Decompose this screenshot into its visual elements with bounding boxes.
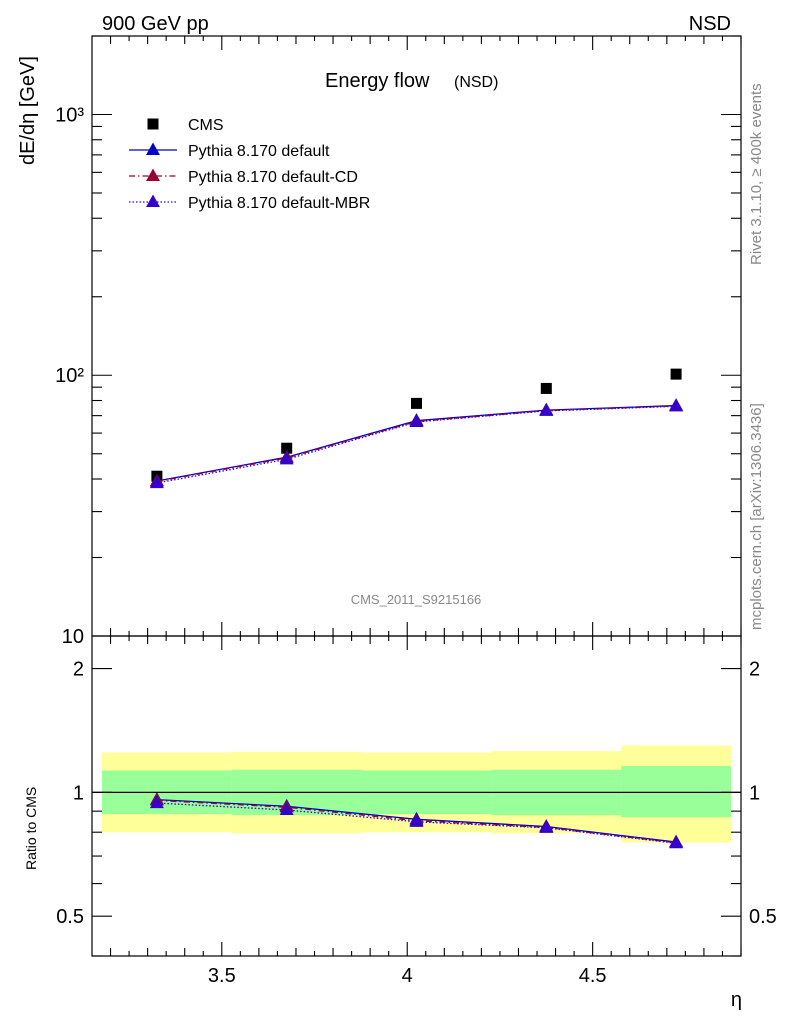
ratio-triangle-marker-2	[669, 835, 684, 849]
main-y-tick-label: 10³	[55, 104, 84, 126]
ratio-uncertainty-bands	[92, 745, 741, 843]
legend-entry-label: Pythia 8.170 default-CD	[188, 169, 358, 186]
ratio-band-inner	[621, 765, 731, 818]
main-plot-layer	[149, 368, 684, 489]
ratio-y-axis-label: Ratio to CMS	[23, 787, 39, 870]
x-tick-label: 4	[402, 965, 413, 987]
cms-data-point	[670, 368, 682, 380]
legend: CMS Pythia 8.170 default Pythia 8.170 defa…	[129, 117, 370, 212]
ratio-triangle-marker-2	[149, 795, 164, 809]
x-tick-label: 4.5	[579, 965, 607, 987]
ratio-plot-layer	[149, 792, 684, 849]
rivet-version-label: Rivet 3.1.10, ≥ 400k events	[748, 83, 765, 265]
main-y-tick-label: 10²	[55, 365, 84, 387]
mcplots-credit-label: mcplots.cern.ch [arXiv:1306.3436]	[748, 403, 765, 630]
ratio-y-tick-label-left: 0.5	[56, 906, 84, 928]
main-y-axis-label: dE/dη [GeV]	[17, 56, 39, 165]
ratio-triangle-marker-2	[539, 820, 554, 833]
mc-triangle-marker-3	[279, 451, 294, 465]
mc-triangle-marker-3	[149, 475, 164, 489]
ratio-triangle-marker-2	[279, 802, 294, 816]
axes-frames: 10 10² 10³ 0.5 0.5 1 1 2 2 3.5 4 4.5	[55, 35, 777, 987]
mc-triangle-marker-3	[409, 414, 424, 427]
legend-entry-label: CMS	[188, 117, 224, 134]
ratio-y-tick-label-right: 2	[749, 659, 760, 681]
mc-triangle-marker-3	[539, 403, 554, 416]
main-chart-subtitle: (NSD)	[454, 74, 498, 91]
mc-triangle-marker-3	[669, 398, 684, 412]
cms-data-point	[540, 382, 552, 394]
cms-data-point	[281, 442, 293, 454]
analysis-watermark: CMS_2011_S9215166	[351, 592, 482, 607]
ratio-triangle-marker-2	[409, 814, 424, 827]
legend-entry-label: Pythia 8.170 default-MBR	[188, 195, 370, 212]
legend-square-marker	[147, 118, 159, 130]
ratio-y-tick-label-right: 0.5	[749, 906, 777, 928]
header-left-label: 900 GeV pp	[102, 13, 209, 35]
ratio-y-tick-label-left: 1	[73, 782, 84, 804]
main-chart-title: Energy flow	[325, 70, 430, 92]
cms-data-point	[411, 397, 422, 409]
legend-entry-label: Pythia 8.170 default	[188, 143, 330, 160]
legend-triangle-marker	[146, 142, 160, 156]
x-axis-label-eta: η	[731, 989, 742, 1011]
ratio-panel-frame	[91, 635, 742, 957]
ratio-y-tick-label-left: 2	[73, 659, 84, 681]
header-right-label: NSD	[689, 13, 731, 35]
ratio-y-tick-label-right: 1	[749, 782, 760, 804]
legend-triangle-marker	[146, 194, 160, 208]
legend-triangle-marker	[146, 168, 160, 182]
x-tick-label: 3.5	[208, 965, 236, 987]
main-y-tick-label: 10	[62, 626, 84, 648]
